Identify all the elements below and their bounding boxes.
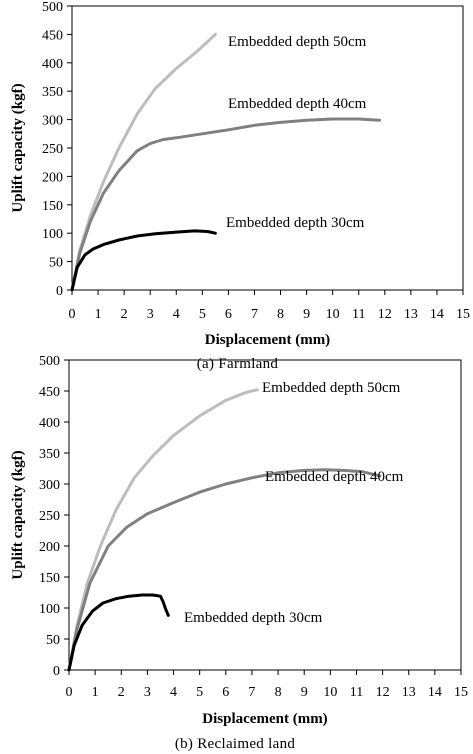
y-tick-label: 300 bbox=[42, 114, 63, 129]
figure-caption: (b) Reclaimed land bbox=[175, 736, 296, 752]
series-annotation: Embedded depth 50cm bbox=[262, 380, 401, 396]
series-line-50cm bbox=[67, 388, 259, 672]
x-tick-label: 9 bbox=[301, 685, 308, 700]
x-tick-label: 15 bbox=[454, 685, 468, 700]
x-tick-label: 5 bbox=[199, 307, 206, 322]
x-tick-label: 13 bbox=[402, 685, 416, 700]
series-line-30cm bbox=[70, 229, 217, 292]
x-axis-title: Displacement (mm) bbox=[202, 711, 327, 727]
x-axis-title: Displacement (mm) bbox=[205, 332, 330, 348]
x-tick-label: 6 bbox=[222, 685, 229, 700]
y-axis-title: Uplift capacity (kgf) bbox=[10, 83, 26, 212]
series-annotation: Embedded depth 50cm bbox=[228, 34, 367, 50]
y-tick-label: 150 bbox=[42, 199, 63, 214]
y-tick-label: 50 bbox=[46, 633, 60, 648]
x-tick-label: 1 bbox=[92, 685, 99, 700]
x-tick-label: 6 bbox=[225, 307, 232, 322]
y-tick-label: 350 bbox=[39, 447, 60, 462]
x-tick-label: 2 bbox=[121, 307, 128, 322]
y-tick-label: 100 bbox=[42, 227, 63, 242]
y-axis-title: Uplift capacity (kgf) bbox=[10, 450, 26, 579]
x-tick-label: 9 bbox=[303, 307, 310, 322]
x-tick-label: 12 bbox=[376, 685, 390, 700]
x-tick-label: 11 bbox=[352, 307, 365, 322]
y-tick-label: 300 bbox=[39, 478, 60, 493]
y-tick-label: 250 bbox=[42, 142, 63, 157]
series-line-40cm bbox=[70, 117, 382, 292]
x-tick-label: 2 bbox=[118, 685, 125, 700]
x-tick-label: 8 bbox=[277, 307, 284, 322]
y-tick-label: 500 bbox=[42, 0, 63, 15]
x-tick-label: 0 bbox=[69, 307, 76, 322]
y-tick-label: 100 bbox=[39, 602, 60, 617]
x-tick-label: 12 bbox=[378, 307, 392, 322]
x-tick-label: 10 bbox=[323, 685, 337, 700]
y-tick-label: 50 bbox=[49, 256, 63, 271]
y-tick-label: 0 bbox=[53, 664, 60, 679]
y-tick-label: 0 bbox=[56, 284, 63, 299]
x-tick-label: 0 bbox=[66, 685, 73, 700]
x-tick-label: 1 bbox=[95, 307, 102, 322]
x-tick-label: 13 bbox=[404, 307, 418, 322]
x-tick-label: 8 bbox=[275, 685, 282, 700]
y-tick-label: 450 bbox=[42, 28, 63, 43]
y-tick-label: 450 bbox=[39, 385, 60, 400]
series-annotation: Embedded depth 30cm bbox=[184, 610, 323, 626]
y-tick-label: 200 bbox=[39, 540, 60, 555]
x-tick-label: 3 bbox=[147, 307, 154, 322]
x-tick-label: 3 bbox=[144, 685, 151, 700]
x-tick-label: 14 bbox=[430, 307, 444, 322]
x-tick-label: 7 bbox=[251, 307, 258, 322]
y-tick-label: 500 bbox=[39, 354, 60, 369]
x-tick-label: 10 bbox=[326, 307, 340, 322]
x-tick-label: 7 bbox=[248, 685, 255, 700]
series-line-30cm bbox=[67, 593, 170, 672]
series-line-50cm bbox=[70, 32, 217, 292]
y-tick-label: 350 bbox=[42, 85, 63, 100]
y-tick-label: 150 bbox=[39, 571, 60, 586]
y-tick-label: 200 bbox=[42, 170, 63, 185]
y-tick-label: 400 bbox=[39, 416, 60, 431]
x-tick-label: 14 bbox=[428, 685, 442, 700]
figure-caption: (a) Farmland bbox=[197, 356, 279, 372]
series-annotation: Embedded depth 30cm bbox=[226, 215, 365, 231]
series-line-40cm bbox=[67, 468, 382, 672]
series-annotation: Embedded depth 40cm bbox=[228, 96, 367, 112]
y-tick-label: 250 bbox=[39, 509, 60, 524]
series-annotation: Embedded depth 40cm bbox=[265, 469, 404, 485]
x-tick-label: 5 bbox=[196, 685, 203, 700]
x-tick-label: 11 bbox=[350, 685, 363, 700]
x-tick-label: 15 bbox=[456, 307, 470, 322]
x-tick-label: 4 bbox=[173, 307, 180, 322]
y-tick-label: 400 bbox=[42, 57, 63, 72]
x-tick-label: 4 bbox=[170, 685, 177, 700]
